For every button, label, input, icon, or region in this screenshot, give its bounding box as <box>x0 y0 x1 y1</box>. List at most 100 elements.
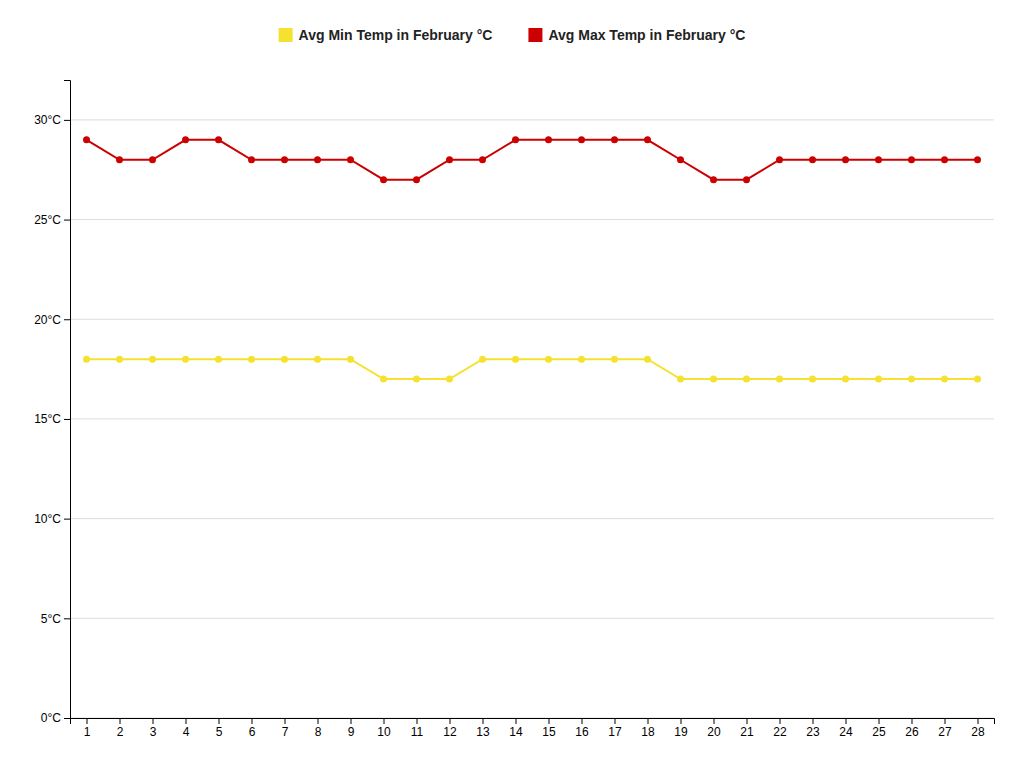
marker <box>446 376 453 383</box>
tick-mark <box>813 718 814 724</box>
tick-label: 26 <box>905 725 919 739</box>
tick: 14 <box>509 718 523 739</box>
tick-label: 15 <box>542 725 556 739</box>
tick: 18 <box>641 718 655 739</box>
tick-label: 13 <box>476 725 490 739</box>
tick-label: 23 <box>806 725 820 739</box>
grid-line <box>70 119 994 120</box>
marker <box>743 176 750 183</box>
tick-mark <box>252 718 253 724</box>
series <box>83 136 981 183</box>
tick: 4 <box>183 718 190 739</box>
tick-mark <box>351 718 352 724</box>
tick-label: 9 <box>348 725 355 739</box>
tick: 0°C <box>41 711 70 725</box>
tick-mark <box>64 519 70 520</box>
marker <box>842 376 849 383</box>
tick-label: 22 <box>773 725 787 739</box>
tick-label: 15°C <box>34 412 61 426</box>
grid-line <box>70 219 994 220</box>
marker <box>215 136 222 143</box>
tick-mark <box>186 718 187 724</box>
marker <box>446 156 453 163</box>
plot-area: 1234567891011121314151617181920212223242… <box>34 81 994 739</box>
line <box>87 140 978 180</box>
tick-label: 12 <box>443 725 457 739</box>
marker <box>281 156 288 163</box>
tick: 30°C <box>34 113 70 127</box>
tick-mark <box>945 718 946 724</box>
marker <box>974 376 981 383</box>
tick-label: 20°C <box>34 313 61 327</box>
marker <box>314 156 321 163</box>
tick-mark <box>64 120 70 121</box>
marker <box>908 376 915 383</box>
tick-label: 14 <box>509 725 523 739</box>
tick-label: 2 <box>117 725 124 739</box>
marker <box>347 156 354 163</box>
marker <box>512 136 519 143</box>
grid-line <box>70 418 994 419</box>
marker <box>710 376 717 383</box>
marker <box>215 356 222 363</box>
tick-label: 28 <box>971 725 985 739</box>
tick-mark <box>879 718 880 724</box>
tick-label: 0°C <box>41 711 61 725</box>
tick-mark <box>417 718 418 724</box>
tick-label: 25 <box>872 725 886 739</box>
marker <box>182 136 189 143</box>
tick: 28 <box>971 718 985 739</box>
grid-line <box>70 518 994 519</box>
marker <box>83 136 90 143</box>
tick-mark <box>615 718 616 724</box>
marker <box>380 176 387 183</box>
tick: 17 <box>608 718 622 739</box>
marker <box>545 356 552 363</box>
tick-mark <box>64 419 70 420</box>
x-axis: 1234567891011121314151617181920212223242… <box>71 718 995 739</box>
tick: 21 <box>740 718 754 739</box>
marker <box>149 156 156 163</box>
tick-label: 16 <box>575 725 589 739</box>
tick-mark <box>549 718 550 724</box>
tick-mark <box>219 718 220 724</box>
tick-label: 11 <box>411 725 424 739</box>
marker <box>479 156 486 163</box>
tick-mark <box>912 718 913 724</box>
marker <box>578 356 585 363</box>
marker <box>380 376 387 383</box>
marker <box>116 156 123 163</box>
tick: 13 <box>476 718 490 739</box>
tick: 6 <box>249 718 256 739</box>
tick: 26 <box>905 718 919 739</box>
marker <box>875 156 882 163</box>
marker <box>644 356 651 363</box>
tick: 24 <box>839 718 853 739</box>
tick-mark <box>318 718 319 724</box>
tick-label: 4 <box>183 725 190 739</box>
marker <box>248 156 255 163</box>
marker <box>644 136 651 143</box>
tick-mark <box>285 718 286 724</box>
tick-mark <box>846 718 847 724</box>
tick-mark <box>483 718 484 724</box>
tick: 11 <box>411 718 424 739</box>
tick-mark <box>582 718 583 724</box>
grid <box>70 120 994 718</box>
tick: 25°C <box>34 213 70 227</box>
tick-label: 8 <box>315 725 322 739</box>
grid-line <box>70 319 994 320</box>
tick: 25 <box>872 718 886 739</box>
tick-label: 27 <box>938 725 952 739</box>
marker <box>149 356 156 363</box>
series <box>83 356 981 383</box>
tick: 20 <box>707 718 721 739</box>
grid-line <box>70 618 994 619</box>
tick-label: 30°C <box>34 113 61 127</box>
tick-mark <box>714 718 715 724</box>
tick-mark <box>64 718 70 719</box>
marker <box>908 156 915 163</box>
marker <box>611 136 618 143</box>
marker <box>842 156 849 163</box>
tick: 19 <box>674 718 688 739</box>
